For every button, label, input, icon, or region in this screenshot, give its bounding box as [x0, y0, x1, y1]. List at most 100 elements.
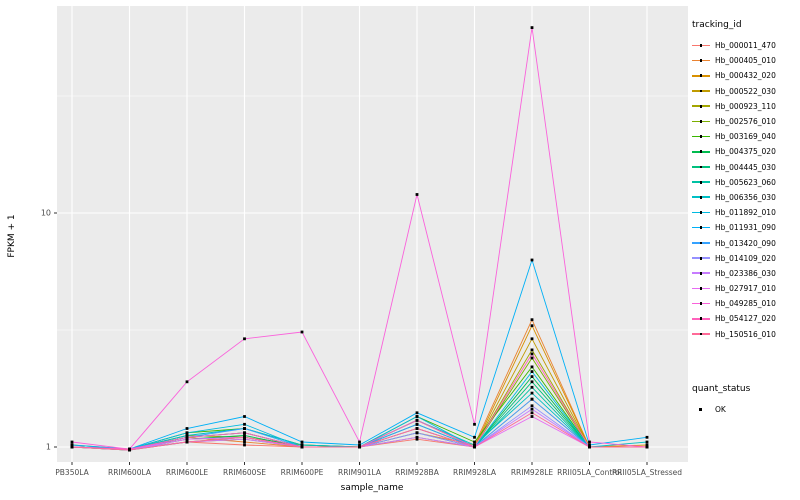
- legend-label: Hb_004445_030: [715, 162, 776, 172]
- y-tick-label: 1: [46, 443, 51, 452]
- data-point: [243, 437, 246, 441]
- legend-label: Hb_000522_030: [715, 86, 776, 96]
- data-point: [415, 422, 419, 426]
- data-point: [473, 435, 476, 439]
- data-point: [128, 448, 131, 452]
- legend-separator: [692, 342, 798, 378]
- legend-label: Hb_003169_040: [715, 132, 776, 142]
- legend-label: Hb_000432_020: [715, 71, 776, 81]
- data-point: [415, 431, 419, 435]
- data-point: [530, 380, 534, 384]
- data-point: [415, 418, 419, 422]
- legend-title-tracking-id: tracking_id: [692, 20, 742, 30]
- data-point: [530, 415, 534, 418]
- data-point: [300, 440, 304, 444]
- x-tick-label: RRIM600SE: [223, 468, 266, 477]
- legend-entry: Hb_014109_020: [692, 251, 798, 266]
- data-point: [530, 356, 534, 360]
- data-point: [243, 440, 246, 444]
- data-point: [530, 404, 534, 408]
- legend-label: Hb_000405_010: [715, 56, 776, 66]
- data-point: [645, 440, 649, 444]
- legend-line-key-icon: [692, 131, 710, 143]
- data-point: [530, 391, 534, 395]
- legend-label: Hb_000923_110: [715, 101, 776, 111]
- data-point: [473, 445, 476, 449]
- legend-line-key-icon: [692, 191, 710, 203]
- data-point: [243, 434, 246, 437]
- legend-label: Hb_023386_030: [715, 268, 776, 278]
- legend-entry: Hb_027917_010: [692, 281, 798, 296]
- legend-entry: Hb_011892_010: [692, 205, 798, 220]
- legend: tracking_id Hb_000011_470 Hb_000405_010 Hb…: [692, 14, 798, 417]
- legend-entry: Hb_003169_040: [692, 129, 798, 144]
- legend-line-key-icon: [692, 146, 710, 158]
- legend-entry: Hb_011931_090: [692, 220, 798, 235]
- legend-entry: Hb_000011_470: [692, 38, 798, 53]
- chart-root: 1 10 PB350LA RRIM600LA RRIM600LE RRIM600SE RRI…: [41, 6, 688, 477]
- data-point: [358, 445, 361, 449]
- data-point: [530, 26, 534, 29]
- legend-line-key-icon: [692, 40, 710, 52]
- data-point: [530, 337, 534, 341]
- data-point: [185, 427, 189, 430]
- x-tick-label: RRIM600LE: [166, 468, 209, 477]
- legend-label: Hb_011892_010: [715, 208, 776, 218]
- legend-entry: Hb_004375_020: [692, 144, 798, 159]
- data-point: [645, 445, 649, 449]
- legend-line-key-icon: [692, 328, 710, 340]
- legend-label: Hb_049285_010: [715, 299, 776, 309]
- legend-label: Hb_014109_020: [715, 253, 776, 263]
- data-point: [530, 370, 534, 373]
- data-point: [415, 415, 419, 418]
- legend-label: Hb_004375_020: [715, 147, 776, 157]
- data-point: [473, 422, 476, 426]
- data-point: [358, 440, 361, 444]
- legend-label: Hb_000011_470: [715, 41, 776, 51]
- black-square-point-icon: [692, 403, 710, 415]
- data-point: [243, 427, 246, 430]
- data-point: [415, 427, 419, 430]
- data-point: [473, 440, 476, 444]
- legend-line-key-icon: [692, 176, 710, 188]
- data-point: [588, 445, 591, 449]
- legend-line-key-icon: [692, 313, 710, 325]
- data-point: [645, 443, 649, 447]
- plot-panel: [57, 6, 688, 462]
- legend-entry-quant-ok: OK: [692, 402, 798, 417]
- legend-label: Hb_002576_010: [715, 117, 776, 127]
- legend-label: Hb_027917_010: [715, 284, 776, 294]
- legend-entry: Hb_004445_030: [692, 160, 798, 175]
- data-point: [530, 385, 534, 389]
- legend-entries: Hb_000011_470 Hb_000405_010 Hb_000432_020 H…: [692, 38, 798, 342]
- data-point: [70, 445, 74, 449]
- data-point: [588, 440, 591, 444]
- legend-line-key-icon: [692, 70, 710, 82]
- legend-entry: Hb_023386_030: [692, 266, 798, 281]
- legend-line-key-icon: [692, 85, 710, 97]
- legend-line-key-icon: [692, 100, 710, 112]
- legend-entry: Hb_054127_020: [692, 311, 798, 326]
- legend-entry: Hb_000923_110: [692, 99, 798, 114]
- data-point: [645, 435, 649, 439]
- data-point: [530, 258, 534, 262]
- x-tick-label: RRII05LA_Stressed: [612, 468, 682, 477]
- data-point: [185, 434, 189, 437]
- x-tick-label: PB350LA: [55, 468, 89, 477]
- y-tick-label: 10: [41, 209, 51, 218]
- data-point: [300, 330, 304, 334]
- data-point: [185, 380, 189, 384]
- data-point: [415, 437, 419, 441]
- data-point: [415, 193, 419, 196]
- legend-line-key-icon: [692, 283, 710, 295]
- data-point: [588, 443, 591, 447]
- data-point: [70, 443, 74, 447]
- data-point: [243, 337, 246, 341]
- legend-line-key-icon: [692, 298, 710, 310]
- data-point: [300, 445, 304, 449]
- legend-label: Hb_005623_060: [715, 177, 776, 187]
- legend-entry: Hb_000522_030: [692, 84, 798, 99]
- data-point: [243, 415, 246, 418]
- data-point: [243, 443, 246, 447]
